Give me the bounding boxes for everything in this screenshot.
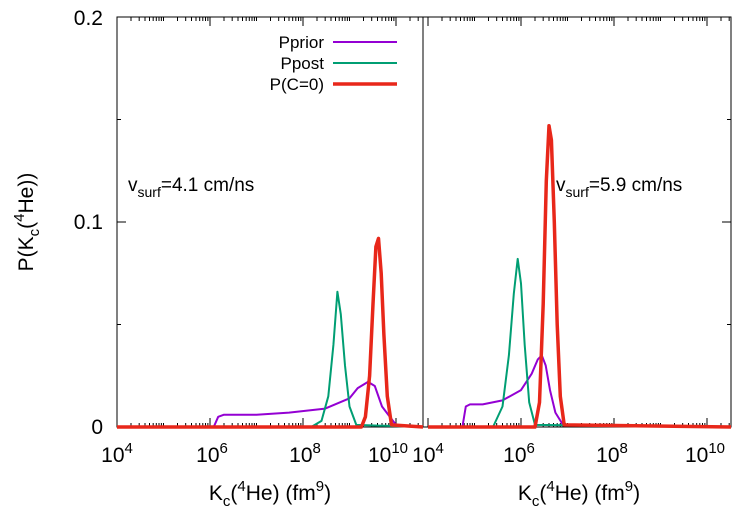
x-axis-label: Kc(4He) (fm9): [209, 478, 331, 506]
legend-label: P(C=0): [270, 75, 324, 94]
x-tick-label: 108: [289, 440, 321, 467]
right-plot-frame: [422, 16, 732, 428]
series-line-p-c-0: [428, 123, 732, 429]
x-tick-label: 106: [196, 440, 228, 467]
x-tick-label: 104: [412, 440, 444, 467]
series-line-pprior: [117, 380, 424, 428]
series-line-pprior: [428, 354, 732, 428]
series-layer: [117, 123, 732, 429]
ticks-layer: [116, 16, 731, 428]
legend: Pprior Ppost P(C=0): [270, 33, 397, 94]
x-tick-label: 1010: [368, 440, 408, 467]
y-tick-label: 0: [91, 416, 103, 439]
x-tick-label: 108: [596, 440, 628, 467]
series-line-p-c-0: [117, 236, 424, 429]
x-axis-label: Kc(4He) (fm9): [518, 478, 640, 506]
x-tick-label: 104: [101, 440, 133, 467]
legend-label: Pprior: [279, 33, 325, 52]
series-line-ppost: [428, 257, 732, 428]
y-tick-label: 0.1: [74, 211, 103, 234]
legend-label: Ppost: [281, 54, 325, 73]
series-line-ppost: [117, 290, 424, 428]
annotation-left: vsurf=4.1 cm/ns: [128, 175, 254, 200]
annotation-right: vsurf=5.9 cm/ns: [556, 175, 682, 200]
y-axis-label: P(Kc(4He)): [11, 173, 43, 272]
y-tick-label: 0.2: [74, 7, 103, 30]
x-tick-label: 1010: [685, 440, 725, 467]
x-tick-label: 106: [503, 440, 535, 467]
